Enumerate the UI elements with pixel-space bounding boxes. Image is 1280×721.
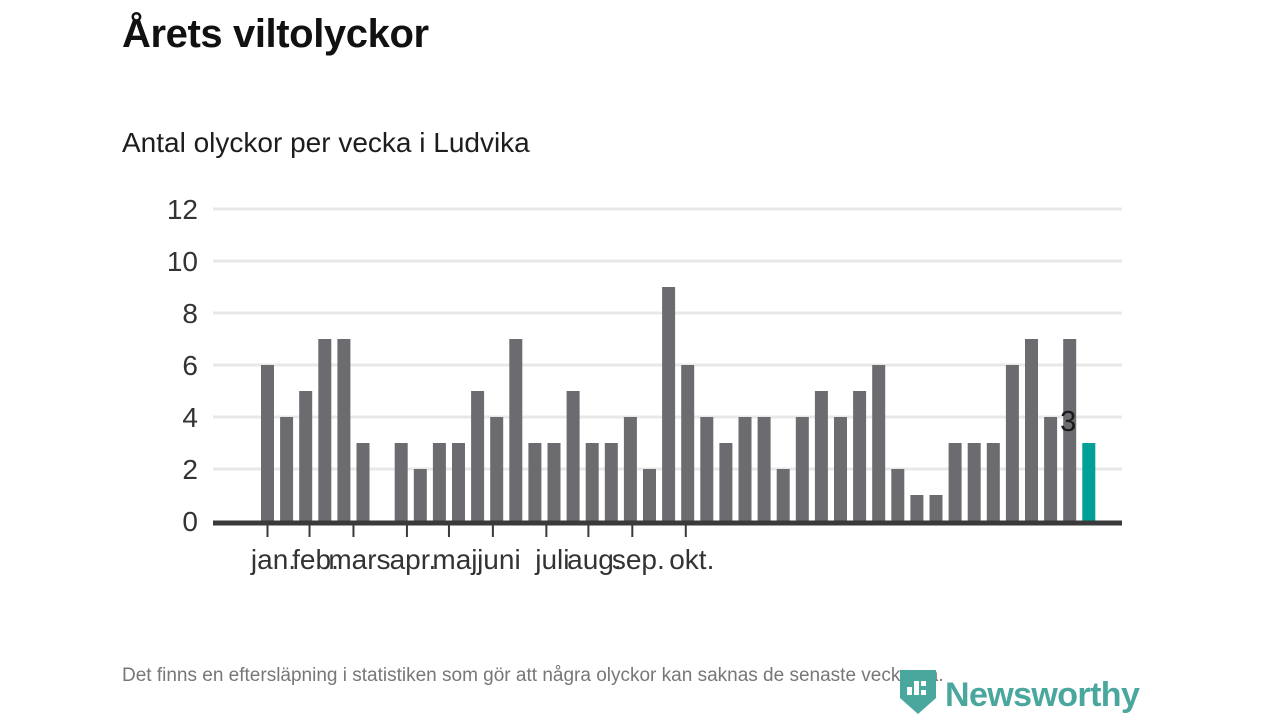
chart-x-ticks (266, 525, 687, 537)
chart-gridlines (213, 207, 1122, 471)
bar (604, 443, 618, 521)
newsworthy-logo: Newsworthy (898, 668, 1140, 721)
y-tick-label: 6 (182, 350, 198, 381)
bar (509, 339, 523, 521)
bar (891, 469, 905, 521)
bar (356, 443, 370, 521)
bar (681, 365, 695, 521)
bar (1005, 365, 1019, 521)
x-tick-label: jan. (250, 544, 296, 575)
bar (413, 469, 427, 521)
bar (662, 287, 676, 521)
chart-subtitle: Antal olyckor per vecka i Ludvika (122, 127, 530, 158)
bar (872, 365, 886, 521)
bar (318, 339, 332, 521)
y-tick-label: 8 (182, 298, 198, 329)
x-tick-label: mars (328, 544, 390, 575)
chart-footnote: Det finns en eftersläpning i statistiken… (122, 665, 944, 686)
x-tick-label: apr. (390, 544, 437, 575)
bar (452, 443, 465, 521)
bar (929, 495, 943, 521)
bar (585, 443, 599, 521)
x-tick-label: okt. (669, 544, 714, 575)
bar (432, 443, 446, 521)
x-tick-label: sep. (612, 544, 665, 575)
bar (776, 469, 790, 521)
x-tick-label: aug. (567, 544, 622, 575)
bar (1025, 339, 1038, 521)
bar (280, 417, 294, 521)
bar (261, 365, 274, 521)
y-tick-label: 4 (182, 402, 198, 433)
x-tick-label: maj (432, 544, 477, 575)
bar (1044, 417, 1058, 521)
bar (738, 417, 752, 521)
y-tick-label: 2 (182, 454, 198, 485)
bar (795, 417, 809, 521)
bar (700, 417, 714, 521)
bar-highlighted (1082, 443, 1096, 521)
bar (566, 391, 580, 521)
newsworthy-wordmark: Newsworthy (945, 675, 1140, 714)
bar (643, 469, 656, 521)
bar (337, 339, 351, 521)
bar (853, 391, 867, 521)
bar (814, 391, 828, 521)
x-tick-label: juli (534, 544, 569, 575)
chart-y-tick-labels: 0 2 4 6 8 10 12 (167, 194, 198, 537)
bar (299, 391, 313, 521)
bar (986, 443, 1000, 521)
bar (834, 417, 847, 521)
y-tick-label: 12 (167, 194, 198, 225)
chart-bars (261, 287, 1096, 521)
bar (623, 417, 637, 521)
page-title: Årets viltolyckor (122, 12, 429, 56)
bar (547, 443, 561, 521)
bar (967, 443, 981, 521)
chart-value-labels: 3 (1060, 406, 1076, 438)
bar (528, 443, 542, 521)
bar (394, 443, 408, 521)
y-tick-label: 10 (167, 246, 198, 277)
bar (471, 391, 485, 521)
x-tick-label: juni (476, 544, 521, 575)
bar (948, 443, 962, 521)
bar (757, 417, 771, 521)
bar (910, 495, 924, 521)
y-tick-label: 0 (182, 506, 198, 537)
x-tick-label: feb. (292, 544, 339, 575)
bar (490, 417, 504, 521)
bar (719, 443, 733, 521)
newsworthy-shield-bars-icon (898, 668, 938, 721)
bar (1063, 339, 1077, 521)
bar-value-label: 3 (1060, 406, 1076, 438)
